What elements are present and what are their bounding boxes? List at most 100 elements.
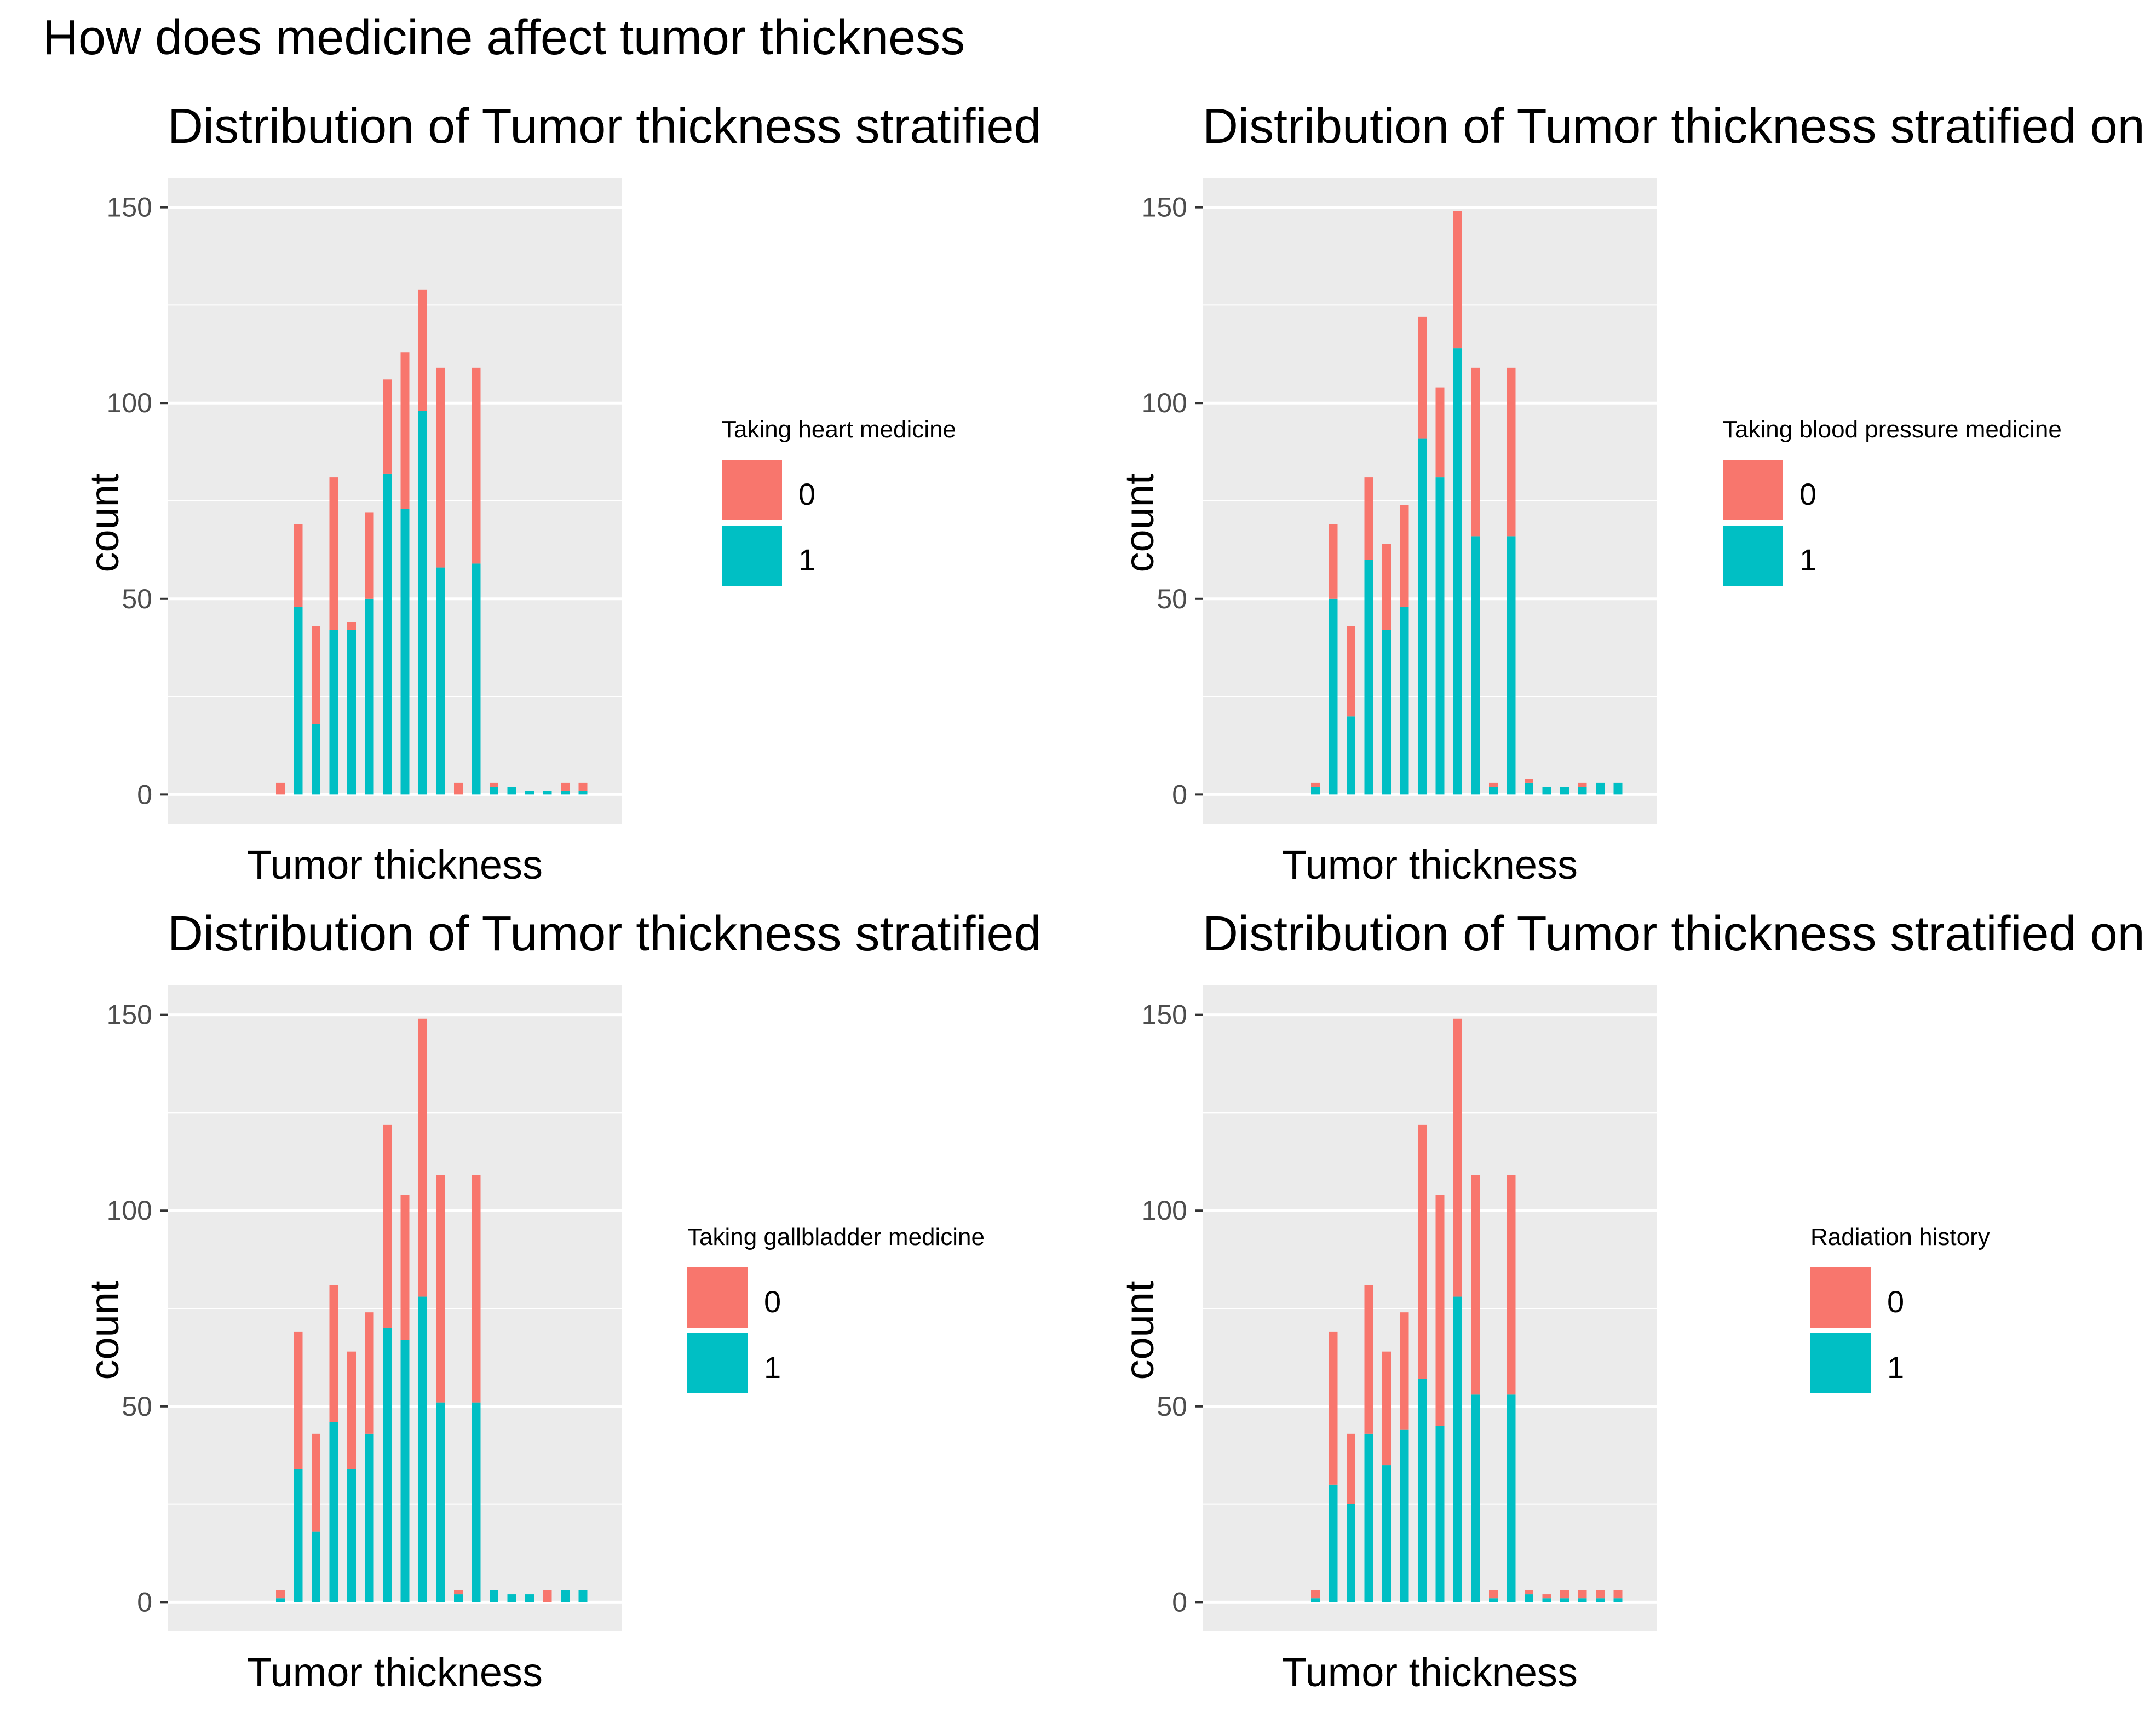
x-axis-label: Tumor thickness [247, 842, 543, 887]
legend-swatch-0 [687, 1267, 748, 1328]
legend: Taking blood pressure medicine 0 1 [1723, 416, 2062, 591]
y-tick-label: 50 [122, 584, 152, 614]
bar-segment-0 [1311, 782, 1320, 787]
bar-segment-1 [1613, 1598, 1623, 1602]
x-axis-label: Tumor thickness [1282, 1650, 1578, 1695]
bar-segment-0 [472, 367, 481, 564]
bar-segment-0 [454, 1590, 463, 1595]
y-tick-label: 0 [137, 1587, 152, 1617]
legend-label-1: 1 [798, 543, 816, 577]
legend-swatch-0 [1723, 460, 1783, 520]
bar-segment-1 [1596, 1598, 1605, 1602]
bar-segment-1 [1347, 1504, 1355, 1602]
chart-plot: 0 50 100 150 Tumor thickness count [1117, 985, 1657, 1695]
bar-segment-1 [1329, 1484, 1338, 1602]
bar-segment-0 [578, 782, 588, 791]
bar-segment-0 [1347, 1433, 1355, 1504]
bar-segment-0 [1507, 1175, 1516, 1395]
y-axis-label: count [82, 473, 127, 572]
bar-segment-0 [454, 782, 463, 795]
bar-segment-0 [1471, 367, 1480, 537]
bar-segment-1 [472, 563, 481, 795]
bar-segment-0 [294, 1331, 303, 1469]
bar-segment-1 [1507, 1394, 1516, 1602]
legend-label-0: 0 [1799, 477, 1817, 511]
bar-segment-0 [365, 512, 374, 599]
bar-segment-1 [1471, 536, 1480, 795]
bar-segment-1 [1489, 787, 1498, 795]
bar-segment-1 [561, 1590, 570, 1602]
bar-segment-0 [1418, 1124, 1427, 1379]
bar-segment-1 [1400, 607, 1409, 795]
bar-segment-0 [383, 1124, 392, 1328]
bar-segment-1 [1525, 1594, 1533, 1602]
bar-segment-0 [472, 1175, 481, 1403]
legend-swatch-0 [722, 460, 782, 520]
bar-segment-1 [472, 1402, 481, 1602]
legend-swatch-1 [722, 526, 782, 586]
bar-segment-1 [1525, 782, 1533, 795]
bar-segment-0 [312, 1433, 320, 1532]
y-tick-label: 50 [122, 1391, 152, 1422]
bar-segment-0 [543, 1590, 552, 1602]
bar-segment-0 [1453, 211, 1462, 349]
chart-panel-radiation: Distribution of Tumor thickness stratifi… [1078, 808, 2145, 1695]
bar-segment-1 [436, 1402, 445, 1602]
bar-segment-0 [1613, 1590, 1623, 1599]
bar-segment-1 [400, 509, 410, 795]
legend-label-1: 1 [1799, 543, 1817, 577]
legend-item-0: 0 [1723, 460, 2062, 526]
bar-segment-0 [418, 289, 427, 411]
bar-segment-1 [507, 1594, 516, 1602]
bar-segment-0 [1400, 1312, 1409, 1430]
bar-segment-1 [525, 791, 534, 795]
y-axis-label: count [82, 1281, 127, 1380]
y-tick-label: 100 [1142, 1195, 1187, 1226]
bar-segment-0 [400, 352, 410, 509]
bar-segment-1 [507, 787, 516, 795]
bar-segment-1 [1347, 716, 1355, 795]
bar-segment-0 [1507, 367, 1516, 537]
bar-segment-1 [1489, 1598, 1498, 1602]
bar-segment-0 [294, 524, 303, 607]
bar-segment-1 [329, 630, 338, 795]
chart-panel-blood-pressure: Distribution of Tumor thickness stratifi… [1078, 0, 2145, 887]
bar-segment-0 [1400, 505, 1409, 607]
y-tick-label: 0 [1172, 1587, 1187, 1617]
bar-segment-0 [1542, 1594, 1551, 1599]
legend-item-0: 0 [1810, 1267, 1990, 1333]
x-axis-label: Tumor thickness [247, 1650, 543, 1695]
legend-swatch-1 [1723, 526, 1783, 586]
bar-segment-0 [400, 1195, 410, 1340]
chart-plot: 0 50 100 150 Tumor thickness count [82, 985, 622, 1695]
bar-segment-0 [418, 1018, 427, 1297]
bar-segment-1 [1382, 630, 1391, 795]
bar-segment-1 [1507, 536, 1516, 795]
y-axis-label: count [1117, 473, 1162, 572]
legend-swatch-1 [1810, 1333, 1871, 1393]
bar-segment-0 [365, 1312, 374, 1434]
bar-segment-1 [1578, 787, 1587, 795]
bar-segment-1 [365, 1433, 374, 1602]
bar-segment-1 [1613, 782, 1623, 795]
y-tick-label: 0 [1172, 779, 1187, 810]
y-tick-label: 100 [107, 388, 152, 418]
bar-segment-0 [347, 622, 356, 630]
legend-title: Radiation history [1810, 1224, 1990, 1250]
bar-segment-1 [578, 791, 588, 795]
bar-segment-1 [1311, 1598, 1320, 1602]
bar-segment-1 [1364, 560, 1373, 795]
legend-swatch-1 [687, 1333, 748, 1393]
bar-segment-0 [1311, 1590, 1320, 1599]
bar-segment-1 [1560, 1598, 1569, 1602]
y-tick-label: 100 [1142, 388, 1187, 418]
legend: Radiation history 0 1 [1810, 1224, 1990, 1399]
bar-segment-0 [312, 626, 320, 724]
bar-segment-0 [1382, 1351, 1391, 1466]
bar-segment-0 [276, 1590, 285, 1599]
y-tick-label: 0 [137, 779, 152, 810]
bar-segment-1 [383, 1328, 392, 1602]
bar-segment-1 [1435, 477, 1445, 795]
bar-segment-0 [1578, 782, 1587, 787]
legend-item-1: 1 [1810, 1333, 1990, 1399]
